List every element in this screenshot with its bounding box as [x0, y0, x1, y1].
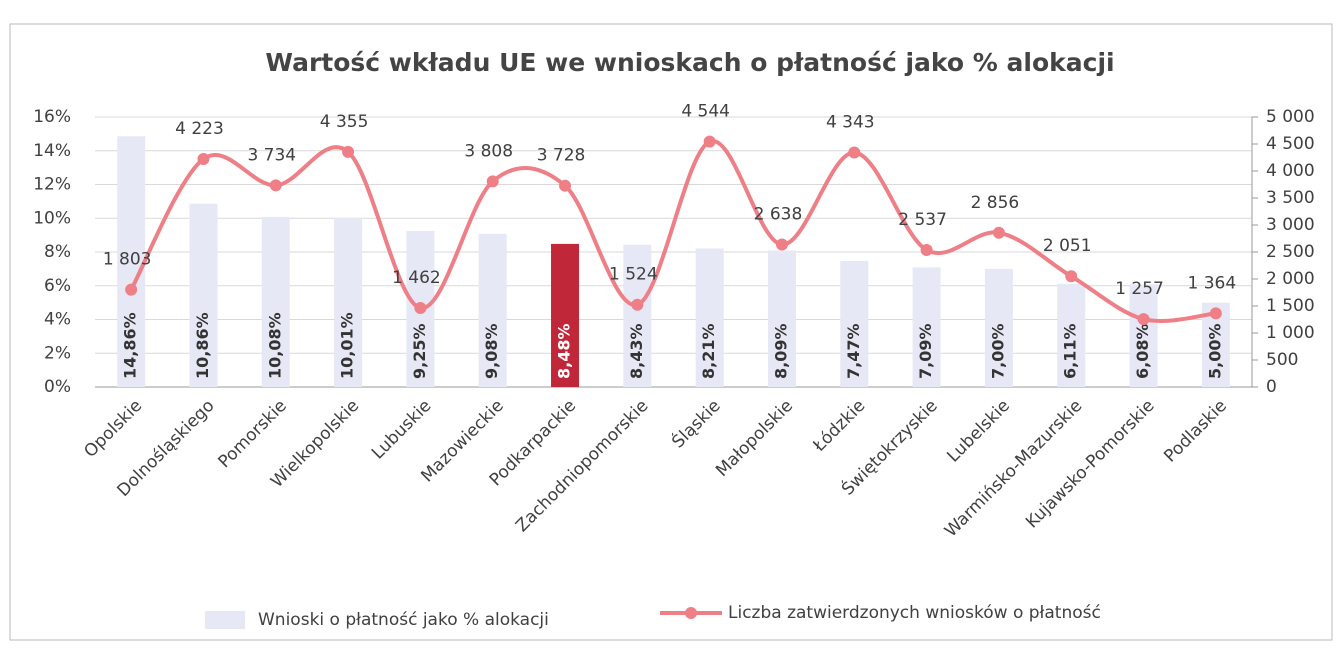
line-point — [848, 146, 861, 159]
line-value-label: 4 355 — [320, 112, 369, 132]
line-value-label: 3 734 — [247, 145, 296, 165]
legend-swatch — [685, 607, 697, 619]
bar — [767, 250, 796, 387]
bar — [623, 244, 652, 387]
bar-value-label: 7,09% — [916, 323, 935, 379]
line-point — [920, 244, 933, 257]
bar — [261, 216, 290, 387]
line-value-label: 4 544 — [681, 102, 730, 122]
chart-frame — [9, 23, 1333, 641]
line-point — [631, 298, 644, 311]
line-value-label: 4 223 — [175, 119, 224, 139]
line-value-label: 1 364 — [1188, 273, 1237, 293]
line-value-label: 1 524 — [609, 265, 658, 285]
line-value-label: 1 257 — [1115, 279, 1164, 299]
bar-value-label: 8,48% — [555, 323, 574, 379]
bar — [695, 248, 724, 387]
line-point — [125, 283, 138, 296]
line-value-label: 1 462 — [392, 268, 441, 288]
bar-value-label: 7,47% — [844, 323, 863, 379]
bar-value-label: 6,08% — [1133, 323, 1152, 379]
y-tick-label: 16% — [33, 107, 71, 127]
bar-value-label: 8,21% — [699, 323, 718, 379]
bar — [117, 136, 146, 387]
y-tick-label: 6% — [44, 276, 71, 296]
y2-tick-label: 3 500 — [1266, 188, 1315, 208]
line-value-label: 2 537 — [898, 210, 947, 230]
line-value-label: 3 808 — [464, 141, 513, 161]
y-tick-label: 14% — [33, 141, 71, 161]
line-value-label: 2 856 — [971, 193, 1020, 213]
line-point — [703, 135, 716, 148]
legend-swatch — [205, 611, 245, 629]
line-point — [197, 152, 210, 165]
line-value-label: 3 728 — [537, 146, 586, 166]
y2-tick-label: 1 000 — [1266, 323, 1315, 343]
line-point — [486, 175, 499, 188]
bar-value-label: 5,00% — [1205, 323, 1224, 379]
y2-tick-label: 5 000 — [1266, 107, 1315, 127]
bar-value-label: 14,86% — [121, 312, 140, 379]
bar-value-label: 9,08% — [482, 323, 501, 379]
line-value-label: 2 051 — [1043, 236, 1092, 256]
y-tick-label: 8% — [44, 242, 71, 262]
line-point — [414, 302, 427, 315]
bar — [1129, 284, 1158, 387]
y2-tick-label: 1 500 — [1266, 296, 1315, 316]
line-value-label: 2 638 — [754, 205, 803, 225]
bar — [551, 243, 580, 387]
line-point — [1209, 307, 1222, 320]
line-point — [775, 238, 788, 251]
line-point — [269, 179, 282, 192]
bar — [189, 203, 218, 387]
bar-value-label: 10,08% — [265, 312, 284, 379]
y-tick-label: 2% — [44, 343, 71, 363]
line-point — [1137, 313, 1150, 326]
y2-tick-label: 4 000 — [1266, 161, 1315, 181]
line-point — [1065, 270, 1078, 283]
bar — [1057, 283, 1086, 387]
y2-tick-label: 500 — [1266, 350, 1298, 370]
bar-value-label: 8,09% — [771, 323, 790, 379]
line-point — [559, 179, 572, 192]
bar — [840, 260, 869, 387]
bar — [334, 218, 363, 387]
line-point — [992, 226, 1005, 239]
y2-tick-label: 3 000 — [1266, 215, 1315, 235]
bar — [984, 268, 1013, 387]
y2-tick-label: 2 500 — [1266, 242, 1315, 262]
y-tick-label: 0% — [44, 377, 71, 397]
chart-title: Wartość wkładu UE we wnioskach o płatnoś… — [265, 48, 1114, 77]
bar-value-label: 6,11% — [1061, 323, 1080, 379]
line-point — [342, 145, 355, 158]
bar-value-label: 9,25% — [410, 323, 429, 379]
bar-value-label: 8,43% — [627, 323, 646, 379]
legend-label: Liczba zatwierdzonych wniosków o płatnoś… — [728, 603, 1101, 623]
bar-value-label: 10,01% — [338, 312, 357, 379]
y2-tick-label: 2 000 — [1266, 269, 1315, 289]
y2-tick-label: 4 500 — [1266, 134, 1315, 154]
line-value-label: 1 803 — [103, 250, 152, 270]
line-value-label: 4 343 — [826, 112, 875, 132]
bar — [912, 267, 941, 387]
bar-value-label: 7,00% — [988, 323, 1007, 379]
bar-value-label: 10,86% — [193, 312, 212, 379]
legend-label: Wnioski o płatność jako % alokacji — [258, 610, 549, 630]
y-tick-label: 12% — [33, 175, 71, 195]
bar — [478, 233, 507, 387]
y-tick-label: 10% — [33, 208, 71, 228]
y2-tick-label: 0 — [1266, 377, 1277, 397]
y-tick-label: 4% — [44, 310, 71, 330]
